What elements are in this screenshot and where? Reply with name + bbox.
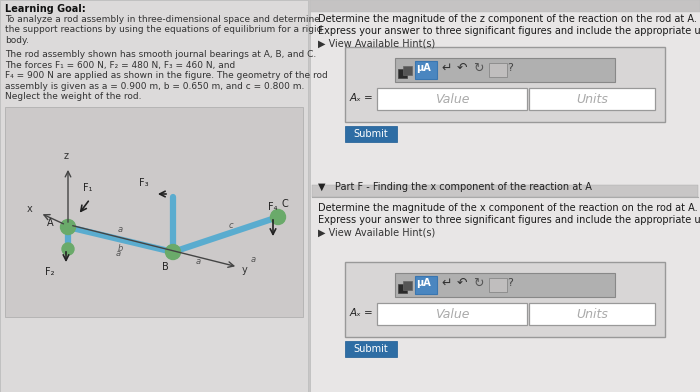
Bar	[377, 303, 527, 325]
Bar	[398, 69, 407, 78]
Text: ↶: ↶	[457, 276, 468, 290]
Text: F₃: F₃	[139, 178, 149, 188]
Text: Express your answer to three significant figures and include the appropriate uni: Express your answer to three significant…	[318, 26, 700, 36]
Text: c: c	[228, 221, 233, 229]
Text: body.: body.	[5, 36, 29, 45]
Bar	[345, 341, 397, 357]
Circle shape	[165, 245, 181, 260]
Text: ↵: ↵	[441, 62, 452, 74]
Circle shape	[270, 209, 286, 225]
Text: Submit: Submit	[354, 344, 388, 354]
Text: μA: μA	[416, 278, 430, 288]
Text: F₄: F₄	[268, 202, 278, 212]
Bar	[5, 107, 303, 317]
Text: F₁: F₁	[83, 183, 92, 193]
Text: Units: Units	[576, 93, 608, 105]
Text: μA: μA	[416, 63, 430, 73]
Text: a: a	[251, 255, 256, 264]
Bar	[398, 284, 407, 293]
Text: a: a	[195, 257, 201, 266]
Text: Learning Goal:: Learning Goal:	[5, 4, 85, 14]
Bar	[345, 126, 397, 142]
Text: y: y	[242, 265, 248, 275]
Text: b: b	[118, 243, 123, 252]
Text: Aₓ =: Aₓ =	[350, 93, 374, 103]
Text: The rod assembly shown has smooth journal bearings at A, B, and C.: The rod assembly shown has smooth journa…	[5, 50, 316, 59]
Text: Determine the magnitude of the x component of the reaction on the rod at A.: Determine the magnitude of the x compone…	[318, 203, 698, 213]
Bar	[345, 47, 665, 122]
Bar	[395, 58, 615, 82]
Bar	[415, 61, 437, 79]
Text: Units: Units	[576, 307, 608, 321]
Text: a: a	[118, 225, 123, 234]
Text: Value: Value	[435, 93, 469, 105]
Text: a: a	[116, 249, 120, 258]
Text: z: z	[64, 151, 69, 161]
Text: Neglect the weight of the rod.: Neglect the weight of the rod.	[5, 92, 141, 101]
Text: ↻: ↻	[473, 62, 484, 74]
Text: Determine the magnitude of the z component of the reaction on the rod at A.: Determine the magnitude of the z compone…	[318, 14, 697, 24]
Bar	[395, 273, 615, 297]
Bar	[529, 303, 655, 325]
Text: A: A	[48, 218, 54, 228]
Text: To analyze a rod assembly in three-dimensional space and determine: To analyze a rod assembly in three-dimen…	[5, 15, 320, 24]
Bar	[310, 0, 700, 12]
Text: Value: Value	[435, 307, 469, 321]
Text: assembly is given as a = 0.900 m, b = 0.650 m, and c = 0.800 m.: assembly is given as a = 0.900 m, b = 0.…	[5, 82, 304, 91]
Bar	[0, 0, 308, 392]
Text: the support reactions by using the equations of equilibrium for a rigid: the support reactions by using the equat…	[5, 25, 323, 34]
Text: ↵: ↵	[441, 276, 452, 290]
Bar	[377, 88, 527, 110]
Bar	[312, 185, 698, 197]
Text: Submit: Submit	[354, 129, 388, 139]
Bar	[403, 281, 412, 290]
Bar	[403, 66, 412, 75]
Text: ▶ View Available Hint(s): ▶ View Available Hint(s)	[318, 227, 435, 237]
Text: ?: ?	[507, 278, 513, 288]
Text: F₂: F₂	[46, 267, 55, 277]
Text: B: B	[162, 262, 169, 272]
Text: ?: ?	[507, 63, 513, 73]
Bar	[529, 88, 655, 110]
Bar	[310, 0, 700, 392]
Text: ▼   Part F - Finding the x component of the reaction at A: ▼ Part F - Finding the x component of th…	[318, 182, 592, 192]
Bar	[345, 262, 665, 337]
Text: ▶ View Available Hint(s): ▶ View Available Hint(s)	[318, 38, 435, 48]
Text: C: C	[281, 199, 288, 209]
Circle shape	[60, 220, 76, 234]
Bar	[489, 63, 507, 77]
Text: F₄ = 900 N are applied as shown in the figure. The geometry of the rod: F₄ = 900 N are applied as shown in the f…	[5, 71, 328, 80]
Text: Aₓ =: Aₓ =	[350, 308, 374, 318]
Text: x: x	[27, 204, 32, 214]
Text: ↶: ↶	[457, 62, 468, 74]
Bar	[489, 278, 507, 292]
Text: The forces F₁ = 600 N, F₂ = 480 N, F₃ = 460 N, and: The forces F₁ = 600 N, F₂ = 480 N, F₃ = …	[5, 61, 235, 70]
Circle shape	[62, 243, 74, 255]
Text: Express your answer to three significant figures and include the appropriate uni: Express your answer to three significant…	[318, 215, 700, 225]
Bar	[415, 276, 437, 294]
Text: ↻: ↻	[473, 276, 484, 290]
